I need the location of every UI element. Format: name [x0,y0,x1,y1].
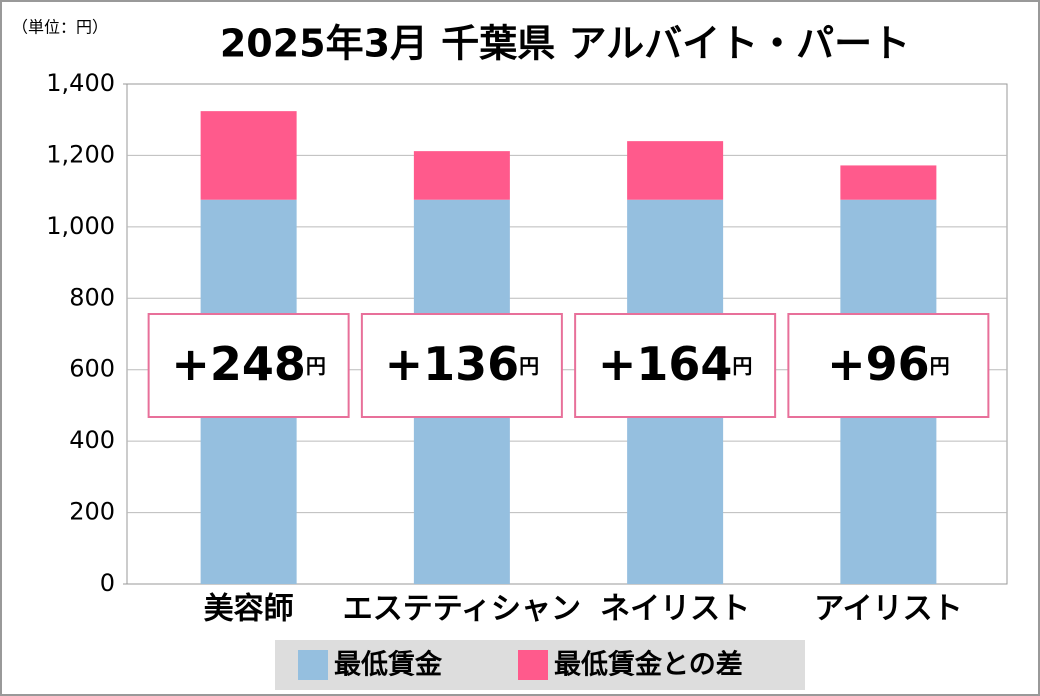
x-tick-label: アイリスト [814,592,963,627]
data-label-value: +136 [385,337,520,391]
y-tick-label: 0 [100,569,115,597]
x-tick-label: 美容師 [204,592,294,627]
legend-swatch [298,650,328,680]
label-box [360,313,563,418]
unit-note: （単位：円） [12,18,108,37]
data-label-value: +96 [827,337,930,391]
legend-label: 最低賃金との差 [554,649,743,681]
data-label: +136円 [385,337,540,391]
data-label: +164円 [598,337,753,391]
label-box [574,313,777,418]
y-tick-label: 600 [69,355,115,383]
bar-segment [627,141,724,200]
bar-segment [200,111,297,200]
y-tick-label: 800 [69,283,115,311]
chart-title: 2025年3月 千葉県 アルバイト・パート [220,22,910,66]
x-tick-label: エステティシャン [343,592,581,627]
data-label: +96円 [827,337,950,391]
label-box [147,313,350,418]
label-box [787,313,990,418]
bar-segment [413,151,510,200]
data-label: +248円 [171,337,326,391]
plot-area [126,83,1008,585]
data-label-value: +164 [598,337,733,391]
y-tick-label: 1,400 [46,69,115,97]
y-tick-label: 400 [69,426,115,454]
data-label-unit: 円 [306,354,326,378]
legend-label: 最低賃金 [334,649,443,681]
data-label-unit: 円 [519,354,539,378]
bar-segment [840,165,937,200]
legend-swatch [518,650,548,680]
y-tick-label: 1,000 [46,212,115,240]
y-tick-label: 1,200 [46,140,115,168]
y-tick-label: 200 [69,498,115,526]
data-label-unit: 円 [930,354,950,378]
data-label-unit: 円 [732,354,752,378]
data-label-value: +248 [171,337,306,391]
x-tick-label: ネイリスト [600,592,750,627]
